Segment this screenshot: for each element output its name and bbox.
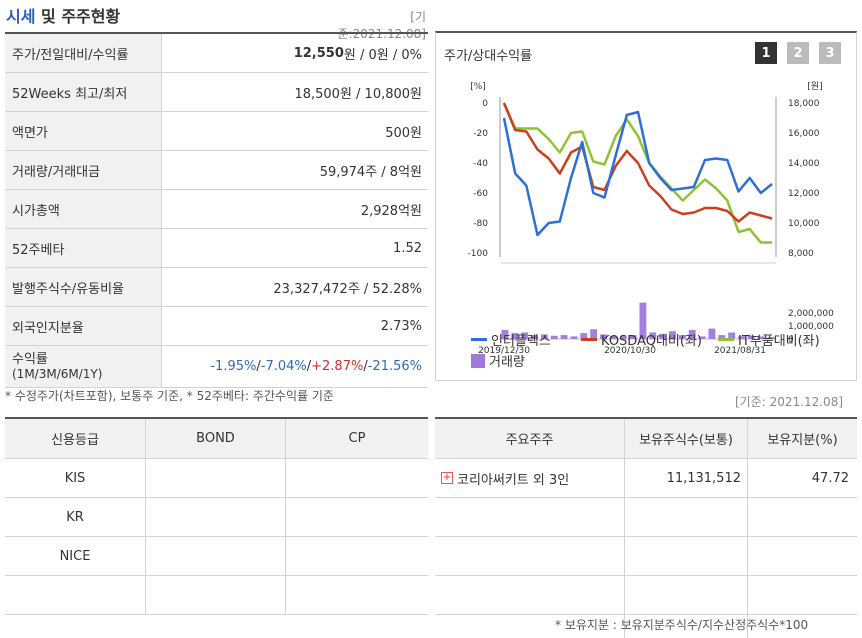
x-tick-label: 2021/08/31 [714,346,766,356]
left-unit-label: [%] [470,82,486,92]
quote-table: 주가/전일대비/수익률 12,550 원 / 0원 / 0% 52Weeks 최고… [5,32,428,388]
legend-bar-icon [471,353,485,368]
table-row [5,576,428,615]
table-row: KIS [5,459,428,498]
x-tick-label: 2020/10/30 [604,346,656,356]
volume-bar [590,329,598,339]
price-chart: [%] [원] 0 -20 -40 -60 -80 -100 18,000 16,000 14,00… [468,81,835,356]
volume-bar [560,335,568,339]
volume-bar [659,333,667,339]
y-left-tick-label: -20 [473,129,488,139]
volume-bar [540,334,548,339]
table-row [435,498,857,537]
volume-bar [718,335,726,339]
volume-bar [550,335,558,339]
volume-tick-label: 2,000,000 [788,309,834,319]
chart-page-1-button[interactable]: 1 [755,42,777,64]
quote-row-shares: 발행주식수/유동비율 23,327,472주 / 52.28% [5,268,428,307]
volume-bar [767,337,775,339]
chart-page-3-button[interactable]: 3 [819,42,841,64]
chart-title: 주가/상대수익률 [444,49,533,64]
volume-bar [639,302,647,339]
quote-footnote: * 수정주가(차트포함), 보통주 기준, * 52주베타: 주간수익률 기준 [5,389,334,403]
y-right-tick-label: 16,000 [788,129,820,139]
volume-tick-label: 1,000,000 [788,322,834,332]
right-unit-label: [원] [807,81,822,92]
table-row [435,537,857,576]
shareholder-footnote: * 보유지분 : 보유지분주식수/지수산정주식수*100 [555,618,809,632]
volume-bar [501,329,509,339]
volume-bar [619,336,627,339]
y-right-tick-label: 14,000 [788,159,820,169]
quote-row-price: 주가/전일대비/수익률 12,550 원 / 0원 / 0% [5,34,428,73]
volume-bar [708,328,716,339]
volume-bar [521,332,529,339]
quote-row-volume: 거래량/거래대금 59,974주 / 8억원 [5,151,428,190]
shareholder-header: 주요주주 보유주식수(보통) 보유지분(%) [435,419,857,459]
expand-plus-icon[interactable]: + [441,472,453,484]
y-left-tick-label: -100 [468,249,489,259]
shareholder-table: 주요주주 보유주식수(보통) 보유지분(%) + 코리아써키트 외 3인 11,1… [435,417,857,638]
credit-rating-table: 신용등급 BOND CP KIS KR NICE [5,417,428,615]
volume-bar [757,336,765,339]
legend-volume: 거래량 [471,351,525,370]
legend-it: IT부품대비(좌) [718,330,820,349]
y-left-tick-label: -60 [473,189,488,199]
quote-row-52w: 52Weeks 최고/최저 18,500원 / 10,800원 [5,73,428,112]
table-row: NICE [5,537,428,576]
volume-bar [580,333,588,339]
table-row [435,615,857,638]
legend-line-icon [581,338,597,341]
y-right-tick-label: 10,000 [788,219,820,229]
volume-bar [531,335,538,339]
volume-bar [728,332,736,339]
y-right-tick-label: 8,000 [788,249,814,259]
volume-bar [609,335,617,339]
quote-row-beta: 52주베타 1.52 [5,229,428,268]
y-left-tick-label: -80 [473,219,488,229]
kosdaq-line [502,102,773,223]
volume-bar [738,336,745,339]
quote-row-returns: 수익률 (1M/3M/6M/1Y) -1.95% / -7.04% / +2.87%… [5,346,428,388]
price-line [502,110,773,237]
credit-header: 신용등급 BOND CP [5,419,428,459]
volume-bar [669,331,676,339]
x-tick-label: 2019/12/30 [478,346,530,356]
volume-bar [600,334,607,339]
base-date: [기준:2021.12.08] [337,10,426,41]
legend-line-icon [471,338,487,341]
quote-row-foreign: 외국인지분율 2.73% [5,307,428,346]
y-left-tick-label: 0 [482,99,488,109]
legend-line-icon [718,338,734,341]
it-line [502,102,772,244]
quote-row-par: 액면가 500원 [5,112,428,151]
volume-bar [747,335,755,339]
shareholder-name-link[interactable]: 코리아써키트 외 3인 [457,472,570,488]
volume-bar [678,335,686,339]
volume-bar [649,332,657,339]
price-chart-panel: 주가/상대수익률 1 2 3 [%] [원] 0 -20 -40 -60 -80 -100 18… [435,31,857,381]
quote-row-marketcap: 시가총액 2,928억원 [5,190,428,229]
y-left-tick-label: -40 [473,159,488,169]
legend-price: 인터플렉스 [471,330,551,349]
volume-tick-label: 0 [788,335,794,345]
volume-bar [629,335,637,339]
y-right-tick-label: 12,000 [788,189,820,199]
volume-bar [688,329,696,339]
y-right-tick-label: 18,000 [788,99,820,109]
page-title: 시세 및 주주현황 [6,7,121,26]
table-row: + 코리아써키트 외 3인 11,131,512 47.72 [435,459,857,498]
legend-kosdaq: KOSDAQ대비(좌) [581,330,702,349]
table-row: KR [5,498,428,537]
chart-page-2-button[interactable]: 2 [787,42,809,64]
shareholder-base-date: [기준: 2021.12.08] [735,395,844,409]
volume-bar [511,333,519,339]
volume-bar [570,336,578,339]
volume-bar [698,336,706,339]
table-row [435,576,857,615]
